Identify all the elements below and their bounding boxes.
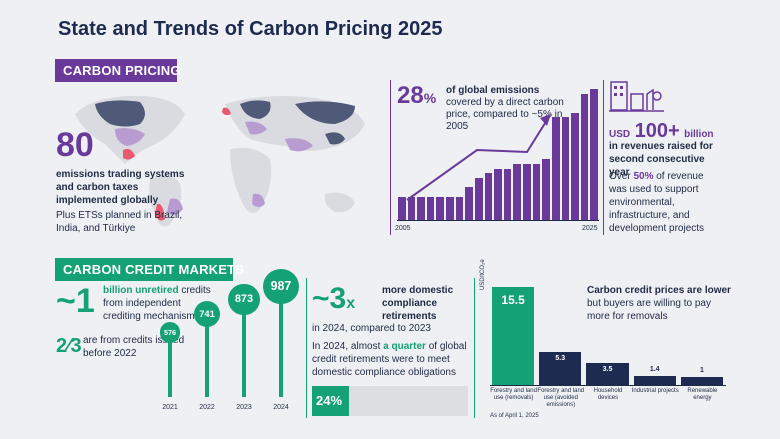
divider-coverage	[390, 80, 391, 235]
page-title: State and Trends of Carbon Pricing 2025	[58, 18, 443, 40]
lollipop-year: 2024	[273, 404, 289, 411]
coverage-bar	[532, 164, 541, 220]
coverage-bar	[590, 89, 598, 220]
domestic-lead: more domestic compliance retirements	[382, 285, 454, 322]
credit-price-value: 1	[699, 367, 704, 374]
section-band-carbon-credit-markets: CARBON CREDIT MARKETS	[55, 258, 244, 281]
divider-prices	[474, 278, 475, 418]
credit-price-category: Forestry and land use (removals)	[490, 388, 537, 401]
coverage-bar	[580, 94, 589, 220]
ets-count: 80	[56, 126, 94, 164]
credit-price-axis	[490, 385, 726, 386]
credit-price-category: Forestry and land use (avoided emissions…	[537, 388, 585, 408]
lollipop-head: 987	[263, 268, 299, 305]
coverage-bar-chart	[397, 80, 599, 220]
coverage-bar	[484, 173, 493, 220]
quarter-progress-fill: 24%	[312, 386, 350, 416]
lollipop-head: 576	[159, 322, 181, 343]
quarter-pct: 24%	[316, 393, 343, 408]
credit-price-category: Renewable energy	[687, 388, 718, 401]
credit-price-bar: 15.5	[492, 287, 535, 385]
credit-price-category: Household devices	[593, 388, 623, 401]
credit-price-value: 5.3	[555, 354, 566, 362]
revenue-usage: Over 50% of revenue was used to support …	[609, 171, 705, 234]
credit-price-chart: 15.5 5.3 3.5 1.4 1	[490, 284, 726, 385]
ets-planned: Plus ETSs planned in Brazil, India, and …	[56, 210, 183, 234]
credit-price-category: Industrial projects	[631, 388, 679, 394]
as-of-date: As of April 1, 2025	[490, 413, 539, 419]
coverage-bar	[503, 168, 512, 220]
credit-price-value: 3.5	[602, 365, 613, 373]
coverage-pct: 28%	[397, 82, 437, 109]
domestic-rest: in 2024, compared to 2023	[312, 323, 431, 334]
lollipop-year: 2022	[199, 404, 215, 411]
prices-ylabel: USD/tCO₂e	[480, 259, 486, 290]
lollipop-stem	[205, 314, 209, 397]
lollipop-stem	[242, 299, 246, 397]
lollipop-stem	[168, 332, 172, 397]
coverage-bar	[523, 164, 531, 220]
coverage-year-start: 2005	[395, 225, 411, 232]
buildings-icon	[609, 81, 664, 112]
coverage-lead: of global emissions	[446, 85, 540, 96]
coverage-year-end: 2025	[582, 225, 598, 232]
lollipop-head: 741	[193, 300, 221, 328]
coverage-bar	[494, 168, 502, 220]
divider-revenue	[603, 80, 604, 235]
credit-price-labels: Forestry and land use (removals) Forestry…	[490, 388, 726, 408]
prices-lead: Carbon credit prices are lower	[587, 285, 731, 296]
unretired-desc: billion unretired credits from independe…	[103, 285, 211, 322]
divider-domestic	[306, 278, 307, 418]
coverage-bar	[561, 117, 570, 220]
coverage-bar	[474, 178, 483, 220]
ets-count-desc: emissions trading systems and carbon tax…	[56, 169, 185, 206]
prices-rest: but buyers are willing to pay more for r…	[587, 298, 711, 322]
unretired-num: ~1	[56, 282, 95, 320]
coverage-trend-arrow	[406, 114, 551, 201]
coverage-bar	[551, 117, 560, 220]
coverage-bar	[407, 196, 416, 220]
coverage-bar	[436, 196, 445, 220]
lollipop-head: 873	[228, 283, 260, 315]
lollipop-stem	[279, 286, 283, 397]
credit-price-bar: 1	[680, 367, 723, 385]
lollipop-year: 2021	[162, 404, 178, 411]
credit-price-bar: 1.4	[633, 366, 676, 385]
coverage-bar	[417, 196, 425, 220]
lollipop-year: 2023	[236, 404, 252, 411]
coverage-rest: covered by a direct carbon price, compar…	[446, 97, 564, 132]
quarter-progress: 24%	[312, 386, 468, 416]
section-band-carbon-pricing: CARBON PRICING	[55, 59, 180, 82]
revenue-value: USD 100+ billion	[609, 120, 714, 142]
coverage-bar	[446, 196, 454, 220]
revenue-desc: in revenues raised for second consecutiv…	[609, 141, 713, 178]
coverage-bar	[571, 112, 579, 220]
world-map	[75, 95, 365, 227]
coverage-bar	[465, 187, 473, 220]
credit-price-bar: 5.3	[539, 351, 582, 385]
credit-price-bar: 3.5	[586, 362, 629, 385]
coverage-bar	[398, 196, 406, 220]
credit-price-value: 15.5	[501, 293, 525, 308]
coverage-bar	[426, 196, 435, 220]
domestic-num: ~3x	[312, 282, 356, 315]
fraction-num: 2⁄3	[56, 335, 82, 357]
coverage-bar	[455, 196, 464, 220]
quarter-desc: In 2024, almost a quarter of global cred…	[312, 341, 467, 378]
credit-price-value: 1.4	[649, 366, 660, 374]
retirements-lollipop-chart: 576 2021 741 2022 873 2023 987 2024	[159, 268, 300, 411]
coverage-bar	[513, 164, 522, 220]
fraction-desc: are from credits issued before 2022	[83, 335, 185, 359]
coverage-axis	[397, 220, 599, 221]
coverage-bar	[542, 159, 550, 220]
